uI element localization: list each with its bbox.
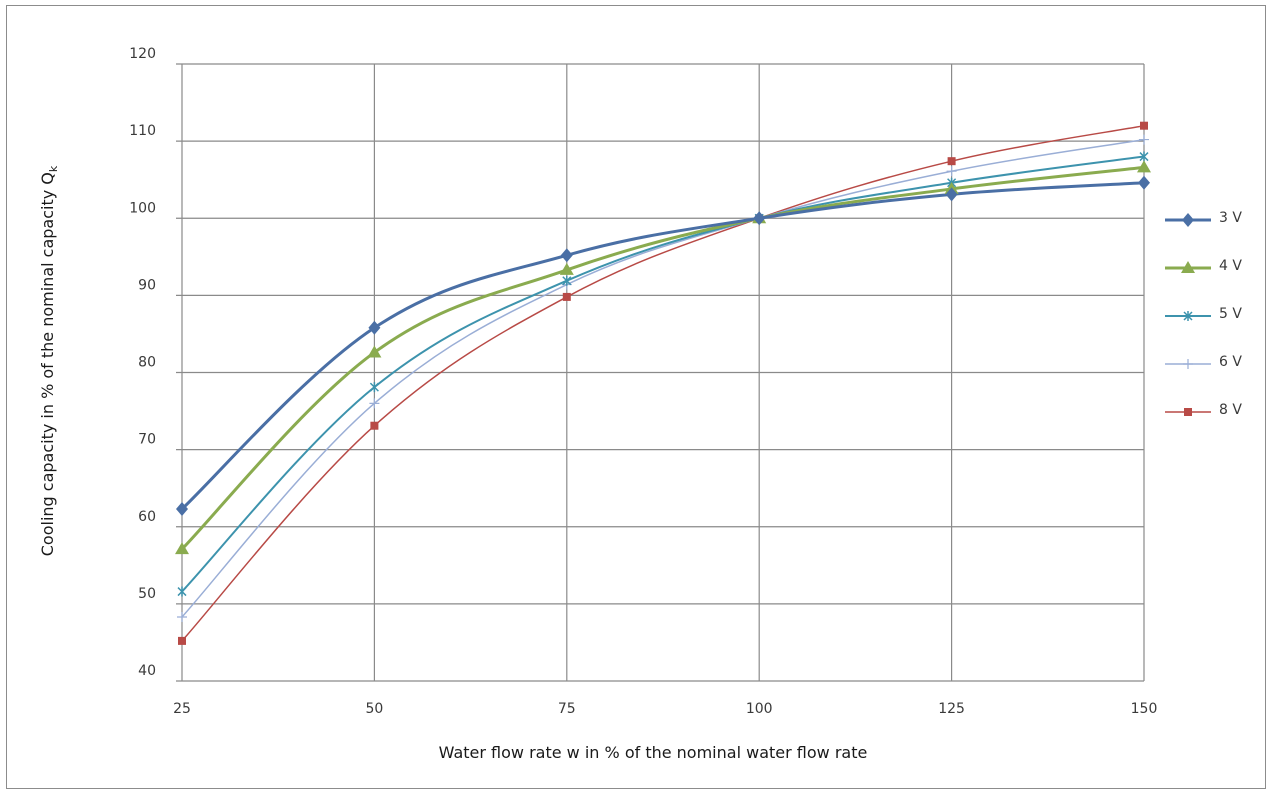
y-tick-label: 60: [138, 509, 156, 525]
data-point: [175, 542, 189, 555]
legend-label: 8 V: [1219, 402, 1242, 418]
legend-swatch-marker: [1184, 408, 1192, 416]
x-axis-title: Water flow rate w in % of the nominal wa…: [439, 743, 868, 762]
y-axis-title-subscript: k: [47, 165, 60, 172]
legend-swatch-marker: [1182, 213, 1194, 227]
y-tick-label: 90: [138, 277, 156, 293]
series-line: [181, 155, 1145, 593]
data-point: [176, 502, 188, 517]
chart-frame: 40 50 60 70 80 90 100 110 120 25 50 75 100 125 150 Wat…: [6, 5, 1266, 789]
data-point: [945, 187, 958, 202]
data-point: [562, 275, 572, 286]
y-tick-label: 80: [138, 355, 156, 371]
legend-label: 3 V: [1219, 210, 1242, 226]
data-point: [1137, 160, 1151, 173]
data-point: [178, 636, 186, 645]
data-point: [370, 421, 379, 430]
data-point: [177, 611, 187, 622]
series-line: [180, 165, 1146, 551]
line-chart: 40 50 60 70 80 90 100 110 120 25 50 75 100 125 150 Wat…: [38, 46, 1242, 762]
y-tick-label: 40: [138, 663, 156, 679]
y-tick-label: 110: [129, 123, 156, 139]
data-point: [947, 157, 956, 166]
series-markers: [175, 121, 1151, 645]
y-tick-label: 70: [138, 432, 156, 448]
data-point: [1139, 151, 1149, 162]
data-point: [369, 382, 379, 393]
data-point: [1140, 121, 1148, 130]
y-tick-label: 50: [138, 586, 156, 602]
x-tick-label: 150: [1131, 701, 1158, 717]
series-line: [180, 181, 1146, 511]
y-axis-title-text: Cooling capacity in % of the nominal cap…: [38, 172, 57, 556]
legend-swatch-marker: [1183, 311, 1193, 321]
data-point: [559, 262, 574, 275]
y-axis-title: Cooling capacity in % of the nominal cap…: [38, 165, 60, 556]
legend-label: 4 V: [1219, 258, 1242, 274]
gridlines: [176, 63, 1145, 682]
x-tick-label: 100: [746, 701, 773, 717]
x-tick-label: 75: [558, 701, 576, 717]
data-point: [560, 248, 573, 263]
x-tick-label: 125: [938, 701, 965, 717]
legend-label: 6 V: [1219, 354, 1242, 370]
series-lines: [180, 124, 1146, 642]
data-point: [177, 586, 187, 597]
data-point: [946, 166, 957, 177]
data-point: [562, 292, 571, 301]
legend-swatch-marker: [1181, 261, 1195, 273]
legend: 3 V 4 V 5 V 6 V 8 V: [1165, 210, 1242, 418]
tick-labels: 40 50 60 70 80 90 100 110 120 25 50 75 100 125 150: [129, 46, 1157, 717]
y-tick-label: 120: [129, 46, 156, 62]
x-tick-label: 25: [173, 701, 191, 717]
x-tick-label: 50: [365, 701, 383, 717]
data-point: [369, 398, 380, 409]
series-line: [181, 124, 1145, 642]
legend-swatch-marker: [1183, 359, 1193, 369]
data-point: [1139, 134, 1149, 145]
data-point: [753, 211, 766, 226]
data-point: [1138, 175, 1150, 190]
legend-label: 5 V: [1219, 306, 1242, 322]
y-tick-label: 100: [129, 200, 156, 216]
data-point: [367, 345, 382, 358]
data-point: [368, 320, 381, 335]
series-line: [181, 138, 1145, 618]
